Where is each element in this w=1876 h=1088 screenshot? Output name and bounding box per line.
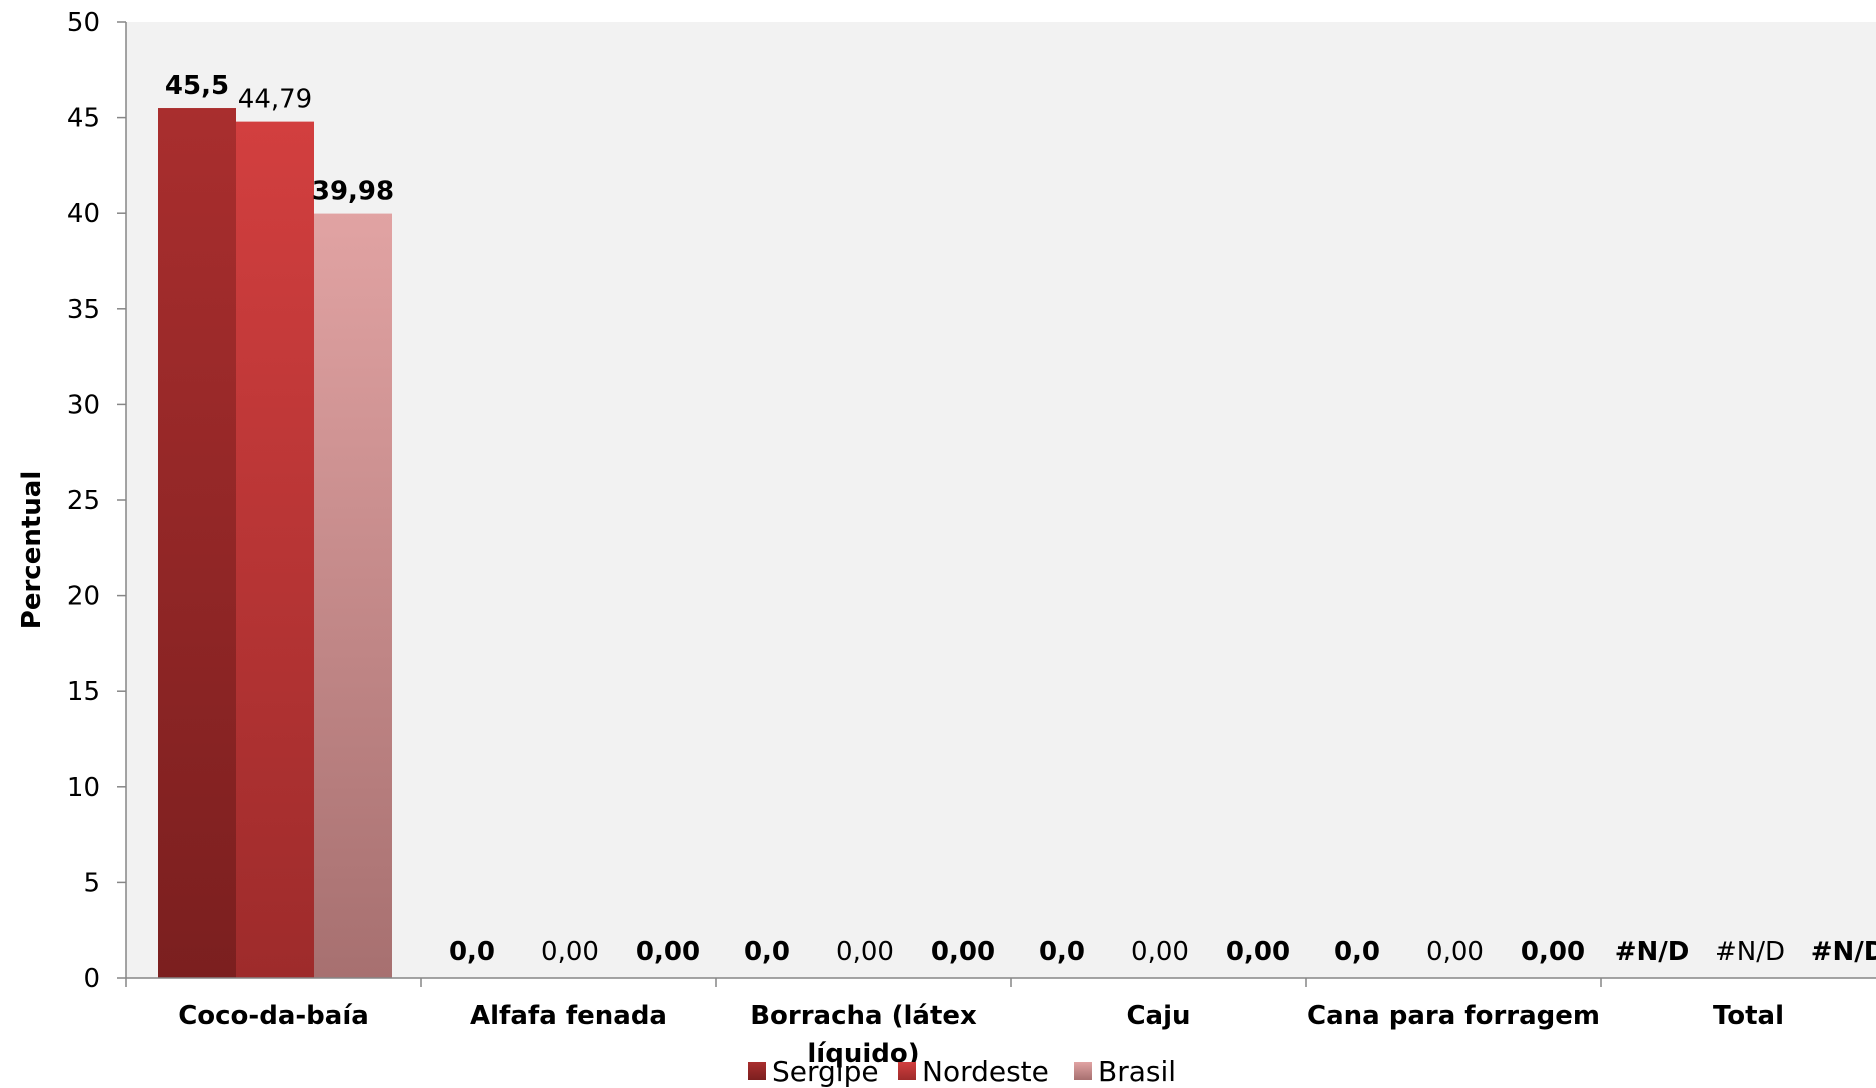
data-label-brasil: 0,00 [1521, 937, 1585, 967]
data-label-brasil: 0,00 [636, 937, 700, 967]
data-label-sergipe: 0,0 [1039, 937, 1085, 967]
data-label-nordeste: 0,00 [1131, 937, 1189, 967]
data-label-nordeste: 44,79 [238, 85, 312, 115]
bar-nordeste-0 [236, 121, 314, 979]
data-label-brasil: #N/D [1811, 937, 1876, 967]
data-label-nordeste: 0,00 [836, 937, 894, 967]
y-tick-label: 40 [67, 199, 100, 229]
legend-swatch-brasil [1074, 1062, 1092, 1080]
data-label-sergipe: #N/D [1615, 937, 1690, 967]
y-tick-label: 25 [67, 486, 100, 516]
legend-swatch-nordeste [898, 1062, 916, 1080]
y-ticks: 0 5 10 15 20 25 30 35 40 45 50 [67, 8, 126, 994]
legend-label-sergipe: Sergipe [772, 1055, 879, 1088]
bars-layer [158, 108, 392, 979]
legend: Sergipe Nordeste Brasil [748, 1055, 1176, 1088]
category-label: Cana para forragem [1307, 1001, 1600, 1031]
data-label-nordeste: 0,00 [1426, 937, 1484, 967]
data-label-sergipe: 0,0 [1334, 937, 1380, 967]
data-label-sergipe: 0,0 [744, 937, 790, 967]
y-tick-label: 30 [67, 390, 100, 420]
y-tick-label: 50 [67, 8, 100, 38]
y-tick-label: 35 [67, 295, 100, 325]
data-label-nordeste: #N/D [1715, 937, 1785, 967]
data-label-sergipe: 0,0 [449, 937, 495, 967]
data-label-brasil: 0,00 [931, 937, 995, 967]
bar-sergipe-0 [158, 108, 236, 979]
legend-label-brasil: Brasil [1098, 1055, 1176, 1088]
y-tick-label: 45 [67, 104, 100, 134]
legend-label-nordeste: Nordeste [922, 1055, 1049, 1088]
y-tick-label: 20 [67, 582, 100, 612]
y-tick-label: 5 [83, 868, 100, 898]
plot-area [126, 22, 1876, 978]
data-label-brasil: 39,98 [312, 177, 394, 207]
y-tick-label: 15 [67, 677, 100, 707]
data-label-sergipe: 45,5 [165, 71, 229, 101]
data-label-brasil: 0,00 [1226, 937, 1290, 967]
y-tick-label: 10 [67, 773, 100, 803]
category-label: Borracha (látex líquido) [750, 1001, 977, 1069]
category-label: Alfafa fenada [470, 1001, 667, 1031]
data-label-nordeste: 0,00 [541, 937, 599, 967]
bar-brasil-0 [314, 213, 392, 978]
category-label: Coco-da-baía [178, 1001, 369, 1031]
category-label: Total [1713, 1001, 1784, 1031]
category-labels: Coco-da-baía Alfafa fenada Borracha (látex… [125, 978, 1784, 1069]
category-label: Caju [1126, 1001, 1190, 1031]
y-tick-label: 0 [83, 964, 100, 994]
legend-swatch-sergipe [748, 1062, 766, 1080]
y-axis-title: Percentual [17, 471, 47, 629]
